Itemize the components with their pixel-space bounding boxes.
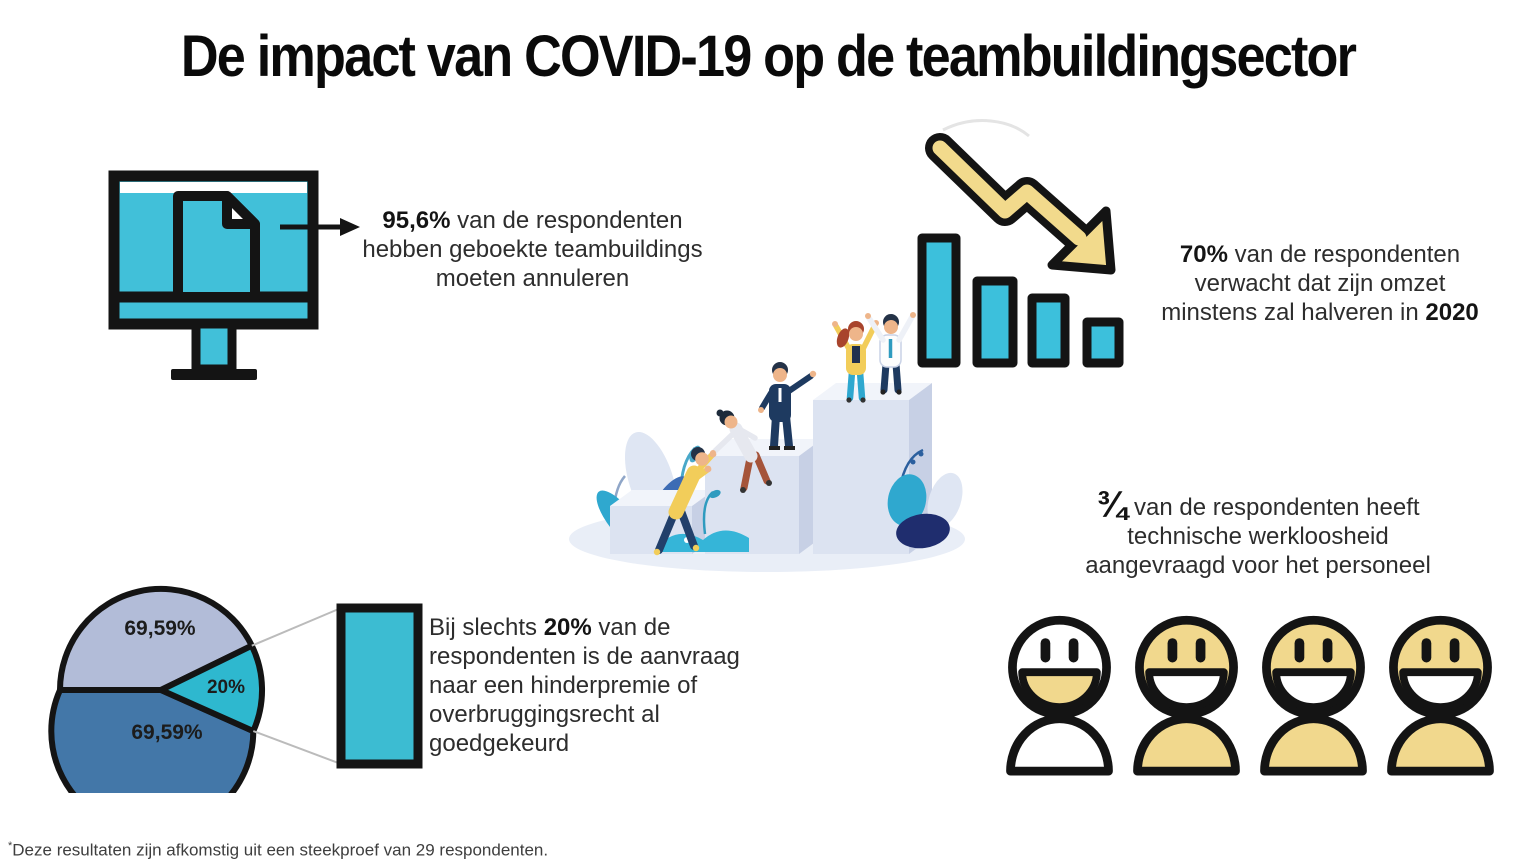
person-smile-icon-filled	[1133, 615, 1240, 776]
stat-text: hebben geboekte teambuildings	[362, 236, 703, 263]
page-title: De impact van COVID-19 op de teambuildin…	[180, 24, 1357, 89]
leaf-shape	[896, 513, 950, 549]
person-climbing	[653, 447, 717, 556]
person-helping	[710, 409, 772, 493]
person-suit	[758, 362, 817, 450]
stat-text: moeten annuleren	[435, 265, 630, 292]
stat-hinderpremie: Bij slechts 20% van de respondenten is d…	[429, 613, 779, 758]
stat-text: van de respondenten	[450, 207, 683, 234]
pie-slice-top	[57, 585, 255, 693]
stat-text: van de	[591, 614, 671, 641]
trend-down-arrow-icon	[925, 133, 1116, 275]
stat-text: technische werkloosheid	[1127, 523, 1389, 550]
stat-text: Bij slechts	[429, 614, 544, 641]
stat-value: 2020	[1425, 299, 1479, 326]
stat-revenue-halved: 70% van de respondenten verwacht dat zij…	[1140, 240, 1500, 327]
stat-text: goedgekeurd	[429, 730, 570, 757]
declining-bars-icon	[917, 119, 1124, 368]
stat-text: naar een hinderpremie of	[429, 672, 698, 699]
stat-text: respondenten is de aanvraag	[429, 643, 740, 670]
highlight-rectangle	[336, 603, 423, 769]
stat-technische-werkloosheid: ¾ van de respondenten heeft technische w…	[1058, 486, 1458, 580]
footnote-star: *	[8, 840, 13, 852]
monitor-document-icon	[108, 170, 319, 380]
person-smile-icon-filled	[1260, 615, 1367, 776]
pie-label-bottom: 69,59%	[131, 721, 203, 744]
stat-value: 20%	[543, 614, 592, 641]
person-celebrating-man	[865, 312, 916, 395]
pie-slice-wedge	[158, 642, 266, 735]
stat-value: 70%	[1179, 241, 1228, 268]
stat-text: aangevraagd voor het personeel	[1085, 552, 1431, 579]
stat-value: ¾	[1096, 484, 1128, 525]
teamwork-podium-illustration	[569, 312, 965, 572]
stat-value: 95,6%	[382, 207, 451, 234]
stat-cancelled-bookings: 95,6% van de respondenten hebben geboekt…	[345, 206, 720, 293]
person-smile-icon-outline	[1006, 615, 1113, 776]
arrow-right-icon	[280, 218, 360, 236]
stat-text: verwacht dat zijn omzet	[1194, 270, 1446, 297]
footnote-text: Deze resultaten zijn afkomstig uit een s…	[12, 840, 549, 860]
leaf-shape	[887, 474, 927, 526]
pie-label-top: 69,59%	[124, 617, 196, 640]
pie-chart	[48, 585, 423, 793]
smiley-people-row	[1002, 613, 1498, 776]
person-smile-icon-filled	[1387, 615, 1494, 776]
footnote: *Deze resultaten zijn afkomstig uit een …	[8, 840, 548, 861]
pie-label-wedge: 20%	[206, 677, 246, 698]
stat-text: van de respondenten	[1227, 241, 1461, 268]
stat-text: van de respondenten heeft	[1127, 494, 1420, 521]
pie-slice-bottom	[48, 687, 257, 793]
stat-text: minstens zal halveren in	[1161, 299, 1426, 326]
stat-text: overbruggingsrecht al	[429, 701, 660, 728]
